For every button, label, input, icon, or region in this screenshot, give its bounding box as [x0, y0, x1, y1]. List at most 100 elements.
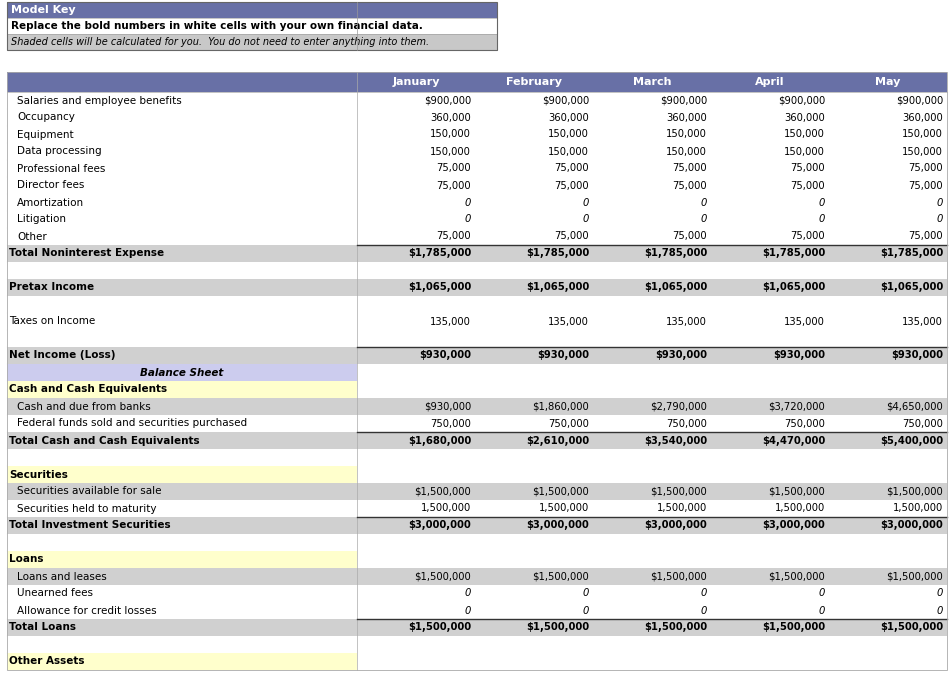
Bar [7, 619, 357, 636]
Text: 0: 0 [937, 198, 943, 207]
Text: $1,500,000: $1,500,000 [650, 571, 707, 581]
Text: Pretax Income: Pretax Income [9, 283, 94, 292]
Bar [7, 398, 357, 415]
Text: $1,680,000: $1,680,000 [408, 436, 471, 445]
Bar [357, 92, 475, 109]
Text: $930,000: $930,000 [419, 351, 471, 361]
Text: 75,000: 75,000 [436, 180, 471, 191]
Bar [593, 109, 711, 126]
Bar [593, 449, 711, 466]
Text: $930,000: $930,000 [424, 402, 471, 411]
Text: $5,400,000: $5,400,000 [880, 436, 943, 445]
Text: $1,785,000: $1,785,000 [644, 248, 707, 258]
Bar [357, 398, 475, 415]
Bar [475, 194, 593, 211]
Text: 0: 0 [582, 589, 589, 599]
Bar [711, 296, 829, 313]
Bar [711, 500, 829, 517]
Bar [829, 296, 947, 313]
Text: $1,785,000: $1,785,000 [762, 248, 825, 258]
Bar [7, 551, 357, 568]
Bar [7, 177, 357, 194]
Text: 75,000: 75,000 [673, 164, 707, 173]
Bar [7, 92, 357, 109]
Text: 0: 0 [465, 198, 471, 207]
Bar [357, 636, 475, 653]
Bar [475, 245, 593, 262]
Bar [829, 177, 947, 194]
Text: Loans and leases: Loans and leases [17, 571, 106, 581]
Bar [7, 483, 357, 500]
Bar [711, 653, 829, 670]
Text: $3,000,000: $3,000,000 [408, 521, 471, 530]
Text: 150,000: 150,000 [666, 129, 707, 139]
Bar [7, 262, 357, 279]
Bar [829, 143, 947, 160]
Bar [711, 449, 829, 466]
Bar [475, 466, 593, 483]
Bar [7, 245, 357, 262]
Bar [593, 602, 711, 619]
Bar [593, 568, 711, 585]
Bar [7, 466, 357, 483]
Text: $1,500,000: $1,500,000 [526, 622, 589, 633]
Text: 750,000: 750,000 [902, 418, 943, 429]
Text: $1,500,000: $1,500,000 [886, 487, 943, 496]
Bar [711, 126, 829, 143]
Text: $2,610,000: $2,610,000 [526, 436, 589, 445]
Bar [593, 228, 711, 245]
Bar [357, 585, 475, 602]
Bar [711, 364, 829, 381]
Bar [711, 398, 829, 415]
Bar [475, 160, 593, 177]
Bar [475, 211, 593, 228]
Bar [7, 653, 357, 670]
Text: 0: 0 [700, 198, 707, 207]
Text: $930,000: $930,000 [655, 351, 707, 361]
Text: 150,000: 150,000 [548, 146, 589, 157]
Bar [357, 109, 475, 126]
Bar [593, 500, 711, 517]
Bar [829, 585, 947, 602]
Text: $1,785,000: $1,785,000 [525, 248, 589, 258]
Bar [829, 432, 947, 449]
Text: $1,500,000: $1,500,000 [886, 571, 943, 581]
Bar [593, 653, 711, 670]
Text: $1,500,000: $1,500,000 [414, 571, 471, 581]
Bar [829, 245, 947, 262]
Text: Shaded cells will be calculated for you.  You do not need to enter anything into: Shaded cells will be calculated for you.… [11, 37, 429, 47]
Bar [475, 534, 593, 551]
Text: $1,500,000: $1,500,000 [408, 622, 471, 633]
Text: $1,500,000: $1,500,000 [762, 622, 825, 633]
Text: Cash and due from banks: Cash and due from banks [17, 402, 151, 411]
Bar [711, 568, 829, 585]
Text: $1,500,000: $1,500,000 [650, 487, 707, 496]
Text: Total Investment Securities: Total Investment Securities [9, 521, 171, 530]
Text: January: January [392, 77, 440, 87]
Text: 360,000: 360,000 [430, 113, 471, 122]
Text: Director fees: Director fees [17, 180, 85, 191]
Bar [829, 228, 947, 245]
Bar [475, 398, 593, 415]
Text: 75,000: 75,000 [436, 164, 471, 173]
Text: $1,500,000: $1,500,000 [769, 571, 825, 581]
Bar [711, 160, 829, 177]
Text: 0: 0 [465, 589, 471, 599]
Bar [829, 313, 947, 330]
Bar [593, 517, 711, 534]
Bar [7, 126, 357, 143]
Bar [829, 279, 947, 296]
Text: Total Cash and Cash Equivalents: Total Cash and Cash Equivalents [9, 436, 200, 445]
Text: $1,065,000: $1,065,000 [762, 283, 825, 292]
Bar [7, 602, 357, 619]
Bar [829, 483, 947, 500]
Text: 150,000: 150,000 [666, 146, 707, 157]
Bar [475, 602, 593, 619]
Text: 750,000: 750,000 [430, 418, 471, 429]
Bar [829, 602, 947, 619]
Bar [475, 568, 593, 585]
Text: March: March [633, 77, 672, 87]
Bar [593, 160, 711, 177]
Text: 0: 0 [937, 589, 943, 599]
Bar [475, 619, 593, 636]
